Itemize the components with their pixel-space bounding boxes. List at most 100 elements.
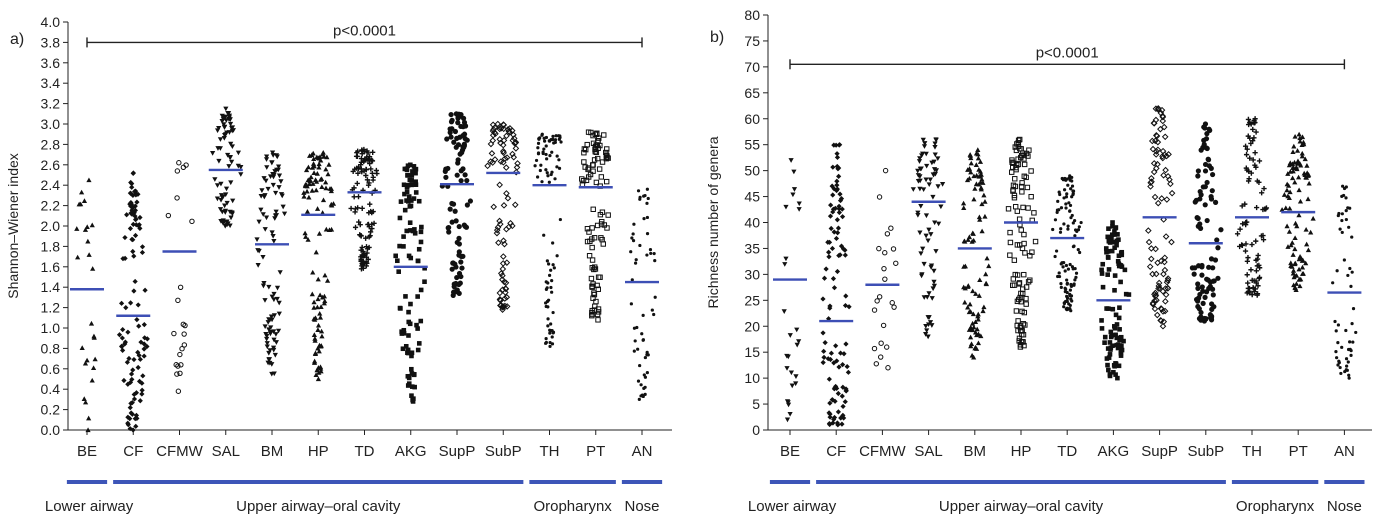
- data-point: [1015, 156, 1021, 162]
- data-point: [509, 150, 516, 158]
- data-point: [1161, 133, 1169, 141]
- data-point: [135, 364, 141, 371]
- data-point: [595, 274, 602, 280]
- data-point: [141, 353, 147, 359]
- data-point: [1161, 266, 1169, 274]
- data-point: [927, 177, 933, 183]
- data-point: [1351, 307, 1356, 311]
- data-point: [1074, 275, 1078, 279]
- data-point: [1021, 156, 1027, 162]
- data-point: [834, 358, 840, 364]
- data-point: [593, 298, 599, 305]
- data-point: [1289, 240, 1295, 245]
- data-point: [89, 377, 95, 383]
- data-point: [398, 199, 404, 204]
- data-point: [971, 173, 977, 179]
- data-point: [404, 184, 410, 190]
- data-point: [1016, 335, 1023, 342]
- data-point: [351, 185, 357, 191]
- data-point: [1199, 272, 1205, 278]
- data-point: [828, 202, 834, 208]
- data-point: [970, 311, 976, 317]
- data-point: [369, 158, 376, 164]
- data-point: [1289, 264, 1295, 269]
- data-point: [82, 227, 89, 232]
- data-point: [589, 225, 595, 231]
- data-point: [836, 364, 842, 370]
- data-point: [409, 182, 414, 188]
- data-point: [1260, 206, 1266, 213]
- data-point: [979, 228, 985, 234]
- data-point: [1340, 230, 1344, 235]
- data-point: [1150, 119, 1158, 127]
- data-point: [652, 251, 656, 256]
- data-point: [1209, 171, 1216, 178]
- data-point: [823, 266, 829, 272]
- data-point: [1068, 262, 1072, 267]
- data-point: [1295, 158, 1301, 164]
- data-point: [496, 135, 504, 143]
- data-point: [645, 232, 650, 236]
- data-point: [1106, 267, 1112, 272]
- data-point: [1025, 205, 1031, 211]
- data-point: [120, 347, 126, 353]
- data-point: [132, 213, 138, 219]
- data-point: [1285, 244, 1291, 249]
- data-point: [837, 252, 843, 258]
- data-point: [451, 139, 457, 145]
- data-point: [971, 237, 977, 243]
- series-hp: [301, 149, 337, 382]
- data-point: [933, 137, 939, 143]
- data-point: [223, 186, 230, 192]
- data-point: [1068, 203, 1073, 208]
- data-point: [1263, 205, 1270, 211]
- data-point: [1070, 299, 1074, 303]
- data-point: [131, 288, 137, 294]
- data-point: [460, 253, 466, 259]
- data-point: [131, 253, 137, 259]
- data-point: [396, 269, 402, 274]
- series-akg: [1096, 220, 1132, 381]
- data-point: [835, 225, 842, 231]
- data-point: [645, 187, 649, 191]
- data-point: [1234, 231, 1241, 237]
- data-point: [1350, 270, 1354, 274]
- data-point: [968, 169, 974, 175]
- data-point: [348, 205, 354, 212]
- data-point: [821, 348, 827, 354]
- data-point: [144, 343, 150, 350]
- data-point: [1018, 227, 1024, 233]
- data-point: [271, 347, 277, 353]
- data-point: [317, 364, 324, 370]
- data-point: [557, 166, 562, 170]
- data-point: [128, 199, 134, 206]
- data-point: [972, 319, 979, 325]
- data-point: [595, 306, 602, 312]
- data-point: [646, 196, 650, 201]
- data-point: [924, 328, 930, 334]
- data-point: [553, 138, 558, 142]
- data-point: [1299, 258, 1305, 263]
- data-point: [592, 146, 598, 153]
- data-point: [1244, 258, 1250, 264]
- data-point: [1110, 220, 1115, 225]
- data-point: [834, 186, 840, 192]
- data-point: [74, 226, 80, 231]
- data-point: [1339, 371, 1343, 376]
- data-point: [972, 344, 979, 350]
- data-point: [1066, 183, 1070, 187]
- data-point: [1058, 192, 1062, 197]
- data-point: [794, 342, 800, 348]
- data-point: [361, 158, 367, 164]
- data-point: [1152, 291, 1160, 299]
- data-point: [591, 290, 597, 296]
- data-point: [271, 291, 277, 297]
- data-point: [1340, 345, 1344, 349]
- data-point: [983, 271, 989, 277]
- data-point: [360, 258, 366, 264]
- data-point: [822, 340, 828, 346]
- data-point: [1109, 232, 1115, 238]
- data-point: [317, 314, 324, 320]
- data-point: [830, 276, 837, 282]
- data-point: [122, 234, 128, 241]
